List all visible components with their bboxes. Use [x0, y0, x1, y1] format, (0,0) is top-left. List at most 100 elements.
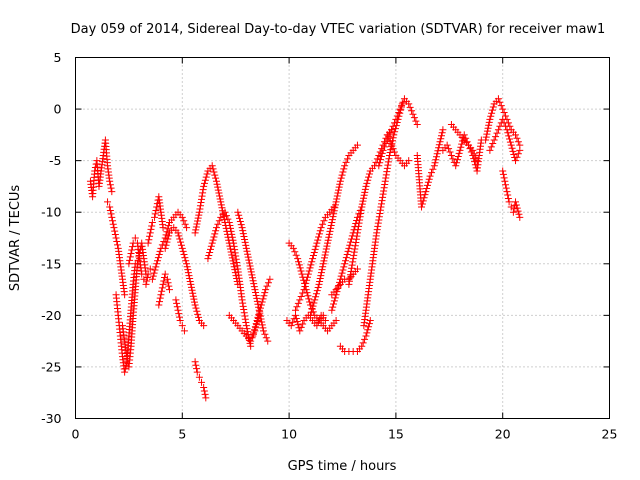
data-point-interp [296, 264, 304, 272]
series-arc-k [191, 358, 210, 402]
data-point-interp [187, 283, 195, 291]
data-point-interp [377, 200, 385, 208]
data-point [353, 265, 361, 273]
data-point-interp [390, 148, 398, 156]
data-point-interp [346, 241, 354, 249]
data-point-interp [513, 204, 521, 212]
data-point-interp [303, 276, 311, 284]
data-point [104, 198, 112, 206]
data-point [193, 368, 201, 376]
data-point-interp [176, 235, 184, 243]
data-point-interp [355, 222, 363, 230]
data-point-interp [348, 261, 356, 269]
data-point-interp [165, 232, 173, 240]
data-point-interp [315, 233, 323, 241]
x-axis-label: GPS time / hours [288, 459, 397, 474]
data-point-interp [382, 139, 390, 147]
data-point-interp [106, 206, 114, 214]
data-point-interp [502, 184, 510, 192]
data-point-interp [164, 225, 172, 233]
series-arc-p [249, 275, 274, 340]
data-point-interp [331, 201, 339, 209]
data-point-interp [504, 191, 512, 199]
data-point-interp [233, 262, 241, 270]
data-point-interp [106, 181, 114, 189]
data-point [264, 337, 272, 345]
data-point-interp [418, 200, 426, 208]
data-point-interp [188, 286, 196, 294]
data-point [494, 126, 502, 134]
data-point-interp [487, 112, 495, 120]
data-point-interp [185, 272, 193, 280]
data-point-interp [347, 268, 355, 276]
data-point-interp [489, 139, 497, 147]
data-point-interp [384, 161, 392, 169]
data-point-interp [154, 254, 162, 262]
data-point-interp [331, 204, 339, 212]
data-point-interp [147, 225, 155, 233]
data-point-interp [177, 241, 185, 249]
data-point [319, 311, 327, 319]
data-point-interp [239, 230, 247, 238]
data-point-interp [330, 207, 338, 215]
data-point-interp [259, 324, 267, 332]
data-point-interp [175, 310, 183, 318]
data-point-interp [314, 284, 322, 292]
y-tick-label: -15 [41, 256, 61, 271]
data-point-interp [258, 318, 266, 326]
data-point [313, 239, 321, 247]
data-point-interp [326, 227, 334, 235]
data-point-interp [164, 279, 172, 287]
data-point-interp [348, 264, 356, 272]
series-arc-c [112, 260, 139, 376]
data-point-interp [349, 258, 357, 266]
data-point [121, 368, 129, 376]
data-point [381, 177, 389, 185]
data-point-interp [215, 217, 223, 225]
data-point-interp [457, 143, 465, 151]
data-point [289, 244, 297, 252]
series-arc-j [172, 296, 188, 335]
data-point [332, 317, 340, 325]
y-tick-label: -30 [41, 411, 61, 426]
data-point-interp [291, 248, 299, 256]
data-point-interp [378, 149, 386, 157]
data-point-interp [357, 206, 365, 214]
data-point-interp [488, 109, 496, 117]
data-point-interp [313, 287, 321, 295]
data-point-interp [510, 205, 518, 213]
data-point [146, 229, 154, 237]
data-point-interp [408, 107, 416, 115]
data-point-interp [302, 279, 310, 287]
data-point [473, 157, 481, 165]
data-point-interp [360, 191, 368, 199]
data-point [198, 378, 206, 386]
data-point [362, 182, 370, 190]
data-point-interp [331, 294, 339, 302]
data-point-interp [360, 194, 368, 202]
data-point [304, 270, 312, 278]
data-point [405, 157, 413, 165]
data-point-interp [342, 158, 350, 166]
data-point-interp [330, 297, 338, 305]
data-point-interp [386, 138, 394, 146]
data-point [242, 244, 250, 252]
series-arc-af [482, 95, 524, 149]
data-point-interp [156, 247, 164, 255]
data-point [253, 317, 261, 325]
data-point [306, 311, 314, 319]
data-point-interp [109, 220, 117, 228]
data-point [345, 280, 353, 288]
data-point-interp [514, 150, 522, 158]
x-tick-label: 25 [602, 427, 618, 442]
series-arc-i [161, 224, 208, 330]
data-point-interp [361, 335, 369, 343]
x-tick-label: 0 [72, 427, 80, 442]
data-point-interp [262, 334, 270, 342]
series-arc-x [336, 317, 374, 355]
data-point-interp [254, 313, 262, 321]
data-point-interp [250, 326, 258, 334]
data-point-interp [509, 147, 517, 155]
data-point-interp [373, 226, 381, 234]
data-point-interp [467, 148, 475, 156]
